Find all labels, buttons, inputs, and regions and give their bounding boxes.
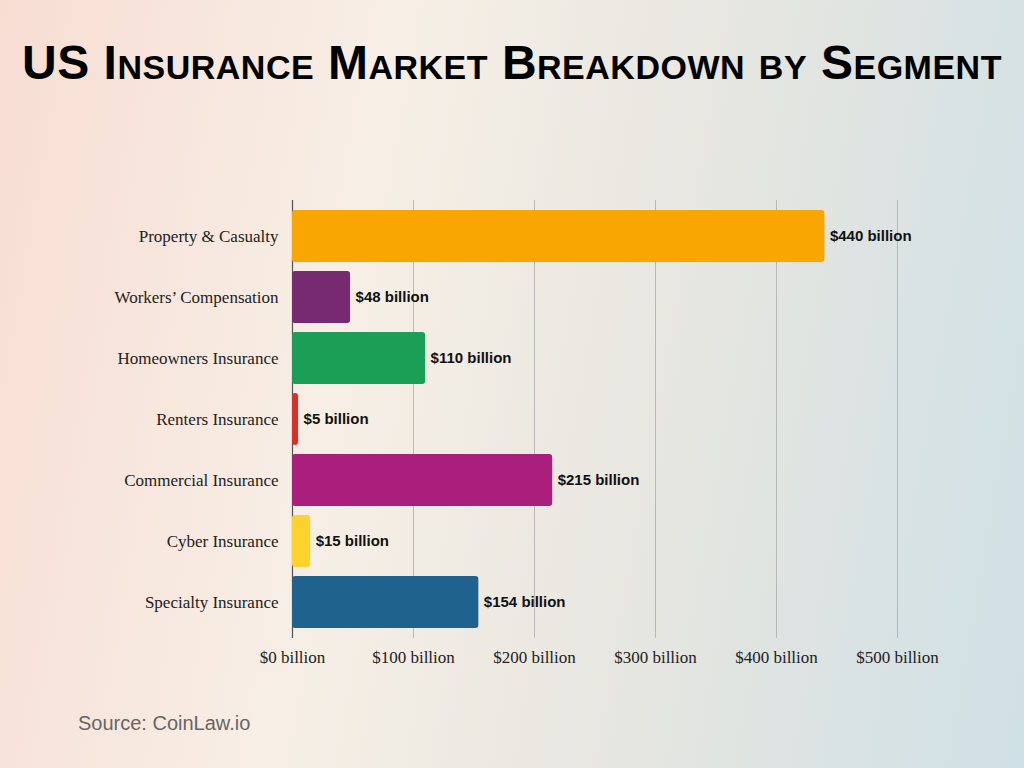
svg-text:Commercial Insurance: Commercial Insurance bbox=[124, 471, 278, 490]
svg-text:$215 billion: $215 billion bbox=[558, 471, 640, 488]
svg-text:$5 billion: $5 billion bbox=[304, 410, 369, 427]
svg-text:Renters Insurance: Renters Insurance bbox=[156, 410, 278, 429]
svg-text:Cyber Insurance: Cyber Insurance bbox=[167, 532, 279, 551]
svg-text:$200 billion: $200 billion bbox=[493, 648, 576, 667]
svg-text:Homeowners Insurance: Homeowners Insurance bbox=[118, 349, 279, 368]
svg-text:Workers’ Compensation: Workers’ Compensation bbox=[114, 288, 279, 307]
svg-text:Specialty Insurance: Specialty Insurance bbox=[145, 593, 279, 612]
svg-text:$440 billion: $440 billion bbox=[830, 227, 912, 244]
svg-text:$110 billion: $110 billion bbox=[431, 349, 512, 366]
svg-text:$400 billion: $400 billion bbox=[735, 648, 818, 667]
svg-text:$15 billion: $15 billion bbox=[316, 532, 389, 549]
svg-text:$100 billion: $100 billion bbox=[372, 648, 455, 667]
svg-text:$154 billion: $154 billion bbox=[484, 593, 566, 610]
html-text:Source: CoinLaw.io: Source: CoinLaw.io bbox=[78, 712, 251, 734]
svg-text:$500 billion: $500 billion bbox=[856, 648, 939, 667]
svg-text:Property & Casualty: Property & Casualty bbox=[139, 227, 279, 246]
svg-text:$0 billion: $0 billion bbox=[260, 648, 326, 667]
svg-text:$300 billion: $300 billion bbox=[614, 648, 697, 667]
svg-text:$48 billion: $48 billion bbox=[356, 288, 429, 305]
html-text:US Insurance Market Breakdown: US Insurance Market Breakdown by Segment bbox=[22, 36, 1002, 89]
